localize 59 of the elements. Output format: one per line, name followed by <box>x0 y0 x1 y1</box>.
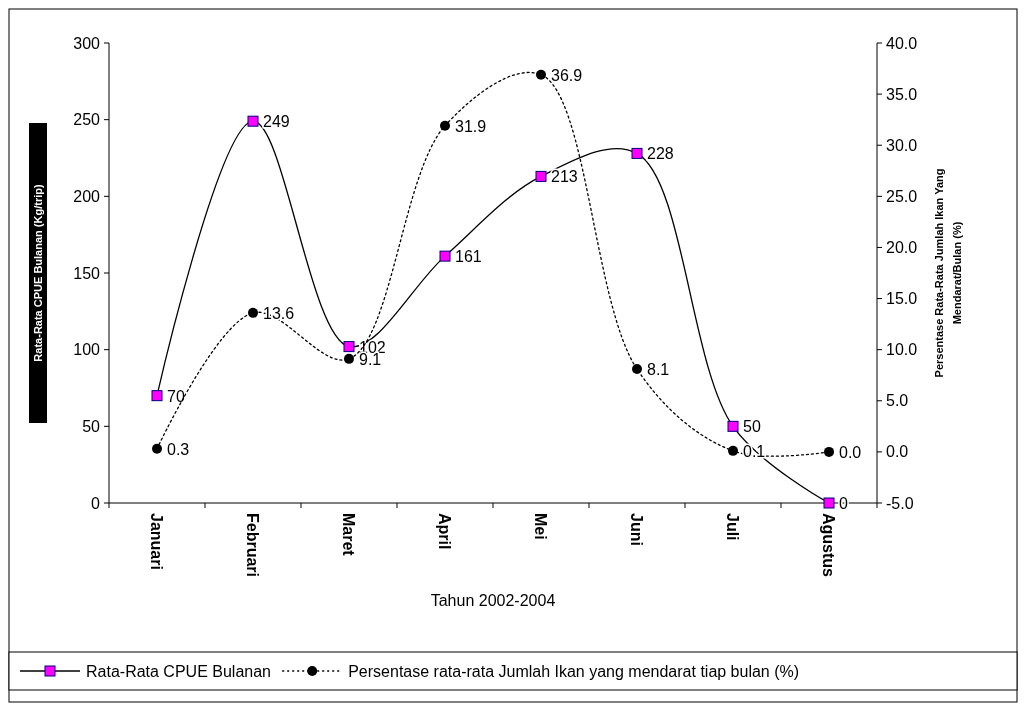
legend-label: Persentase rata-rata Jumlah Ikan yang mendarat tiap bulan (%) <box>348 662 800 680</box>
y-tick-label: 150 <box>73 264 101 282</box>
point <box>343 341 355 353</box>
data-label: 161 <box>455 248 482 266</box>
y2-tick-label: 35.0 <box>886 85 918 103</box>
point <box>536 69 546 80</box>
point <box>728 445 738 456</box>
y2-tick-label: 10.0 <box>886 341 918 359</box>
y-axis-title: Rata-Rata CPUE Bulanan (Kg/trip) <box>31 184 44 362</box>
data-label: 249 <box>263 113 290 131</box>
x-tick-label: Januari <box>148 513 166 570</box>
x-axis-title: Tahun 2002-2004 <box>430 592 556 609</box>
y2-tick-label: 30.0 <box>886 136 918 154</box>
data-label: 36.9 <box>551 66 583 84</box>
y2-axis-title: Persentase Rata-Rata Jumlah Ikan Yang Mendarat/Bulan (%) <box>933 168 963 378</box>
point <box>248 307 258 318</box>
data-label: 8.1 <box>647 361 670 379</box>
y2-tick-label: -5.0 <box>886 494 914 512</box>
y-tick-label: 100 <box>73 341 101 359</box>
point <box>631 147 643 159</box>
data-label: 70 <box>167 387 185 405</box>
point <box>440 120 450 131</box>
data-label: 31.9 <box>455 117 487 135</box>
x-tick-label: Februari <box>244 513 262 578</box>
y2-tick-label: 15.0 <box>886 290 918 308</box>
data-label: 228 <box>647 145 674 163</box>
y-tick-label: 250 <box>73 111 101 129</box>
legend-label: Rata-Rata CPUE Bulanan <box>86 662 271 680</box>
data-label: 0 <box>839 495 848 512</box>
x-tick-label: Juni <box>628 513 646 546</box>
x-tick-label: Agustus <box>820 513 838 578</box>
point <box>247 115 259 127</box>
point <box>727 420 739 432</box>
point <box>632 364 642 375</box>
x-tick-label: Mei <box>532 513 550 540</box>
point <box>152 443 162 454</box>
y-tick-label: 50 <box>82 417 101 435</box>
data-label: 0.0 <box>839 443 862 461</box>
point <box>151 390 163 402</box>
y2-tick-label: 40.0 <box>886 34 918 52</box>
point <box>824 446 834 457</box>
y2-tick-label: 25.0 <box>886 187 918 205</box>
point <box>344 353 354 364</box>
point <box>823 497 835 509</box>
y2-tick-label: 0.0 <box>886 443 909 461</box>
data-label: 50 <box>743 418 761 436</box>
data-label: 13.6 <box>263 304 295 322</box>
y-tick-label: 200 <box>73 187 101 205</box>
x-tick-label: Juli <box>724 513 742 541</box>
x-tick-label: April <box>436 513 454 550</box>
y2-tick-label: 20.0 <box>886 239 918 257</box>
data-label: 213 <box>551 168 578 186</box>
point <box>535 170 547 182</box>
data-label: 0.3 <box>167 440 190 458</box>
point <box>439 250 451 262</box>
y-tick-label: 0 <box>91 494 101 512</box>
y-tick-label: 300 <box>73 34 101 52</box>
y2-tick-label: 5.0 <box>886 392 909 410</box>
x-tick-label: Maret <box>340 513 358 557</box>
